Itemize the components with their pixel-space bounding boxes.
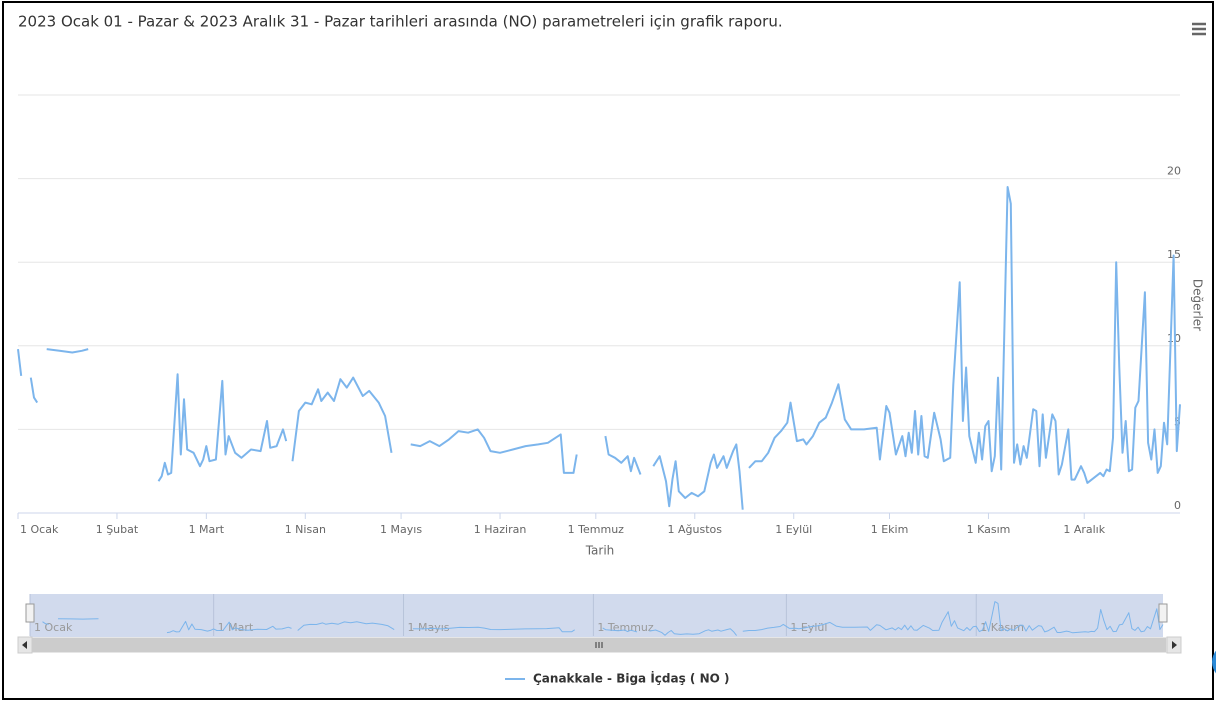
scrollbar-grip (595, 642, 603, 648)
x-tick-label: 1 Ekim (871, 523, 909, 536)
y-tick-label: 20 (1167, 165, 1181, 178)
menu-button[interactable] (1190, 20, 1208, 38)
x-tick-label: 1 Şubat (96, 523, 139, 536)
legend-label[interactable]: Çanakkale - Biga İçdaş ( NO ) (533, 671, 729, 686)
help-button[interactable] (1212, 644, 1216, 680)
chart-title: 2023 Ocak 01 - Pazar & 2023 Aralık 31 - … (18, 13, 783, 31)
scrollbar-arrow (22, 641, 27, 649)
x-axis-title: Tarih (585, 544, 615, 558)
x-tick-label: 1 Mart (189, 523, 225, 536)
y-tick-label: 0 (1174, 499, 1181, 512)
x-tick-label: 1 Kasım (967, 523, 1011, 536)
navigator-mask[interactable] (30, 594, 1163, 637)
navigator-handle-right[interactable] (1158, 603, 1168, 623)
x-tick-label: 1 Nisan (285, 523, 326, 536)
navigator-tick-label: 1 Temmuz (597, 621, 654, 634)
x-tick-label: 1 Mayıs (380, 523, 422, 536)
navigator-handle-left[interactable] (25, 603, 35, 623)
y-axis-title: Değerler (1191, 279, 1205, 331)
navigator-tick-label: 1 Mayıs (408, 621, 450, 634)
navigator-tick-label: 1 Ocak (34, 621, 73, 634)
series-line (17, 186, 1181, 510)
x-tick-label: 1 Haziran (474, 523, 527, 536)
x-tick-label: 1 Temmuz (568, 523, 625, 536)
y-tick-label: 5 (1174, 415, 1181, 428)
scrollbar-arrow (1172, 641, 1177, 649)
x-tick-label: 1 Ağustos (668, 523, 723, 536)
navigator-tick-label: 1 Kasım (980, 621, 1024, 634)
x-tick-label: 1 Eylül (775, 523, 812, 536)
x-tick-label: 1 Aralık (1063, 523, 1105, 536)
x-tick-label: 1 Ocak (20, 523, 59, 536)
navigator-grid: 1 Ocak 1 Mart 1 Mayıs 1 Temmuz 1 Eylül 1 Kası… (29, 594, 1164, 636)
